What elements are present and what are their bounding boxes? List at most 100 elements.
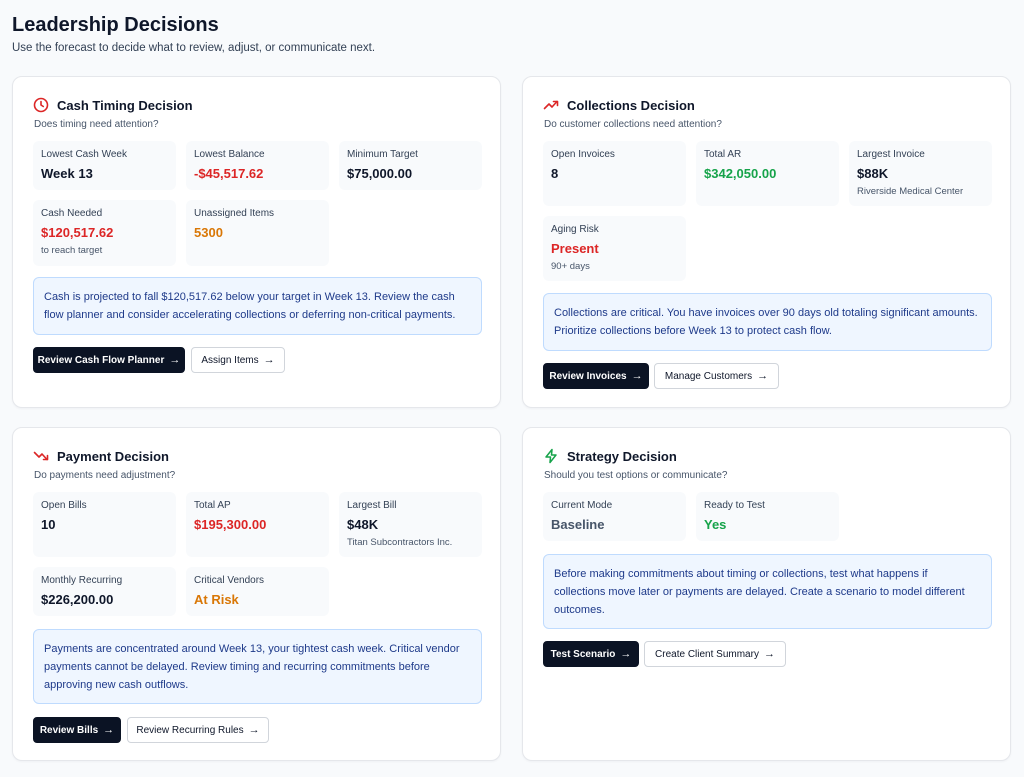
arrow-right-icon: →	[757, 369, 769, 382]
arrow-right-icon: →	[631, 369, 643, 382]
stat-label: Ready to Test	[704, 500, 765, 511]
button-label: Assign Items	[201, 354, 259, 366]
stat-value: $88K	[857, 166, 889, 181]
stat-value: 10	[41, 517, 56, 532]
stat-note: Riverside Medical Center	[857, 186, 964, 197]
stat-value: 8	[551, 166, 559, 181]
stat-value: $120,517.62	[41, 225, 114, 240]
button-label: Review Bills	[39, 724, 99, 736]
stat-open-bills: Open Bills 10	[33, 492, 176, 557]
stat-lowest-balance: Lowest Balance -$45,517.62	[186, 141, 329, 190]
stat-monthly-recurring: Monthly Recurring $226,200.00	[33, 567, 176, 616]
alert-message: Collections are critical. You have invoi…	[543, 293, 992, 351]
stat-value: $342,050.00	[704, 166, 777, 181]
card-title: Payment Decision	[57, 448, 169, 464]
stat-value: Baseline	[551, 517, 605, 532]
stat-critical-vendors: Critical Vendors At Risk	[186, 567, 329, 616]
test-scenario-button[interactable]: Test Scenario →	[543, 641, 639, 667]
arrow-right-icon: →	[103, 723, 115, 736]
stat-label: Open Invoices	[551, 149, 615, 160]
alert-message: Payments are concentrated around Week 13…	[33, 629, 482, 704]
stat-note: 90+ days	[551, 261, 590, 272]
card-title: Cash Timing Decision	[57, 97, 193, 113]
stat-value: $226,200.00	[41, 592, 114, 607]
stat-minimum-target: Minimum Target $75,000.00	[339, 141, 482, 190]
stat-label: Minimum Target	[347, 149, 418, 160]
review-recurring-rules-button[interactable]: Review Recurring Rules →	[127, 717, 269, 743]
stat-label: Monthly Recurring	[41, 575, 123, 586]
strategy-card: Strategy Decision Should you test option…	[522, 427, 1011, 761]
arrow-right-icon: →	[248, 723, 260, 736]
button-label: Test Scenario	[550, 648, 616, 660]
manage-customers-button[interactable]: Manage Customers →	[654, 363, 779, 389]
page-subtitle: Use the forecast to decide what to revie…	[12, 42, 376, 54]
button-label: Review Invoices	[549, 370, 627, 382]
card-subtitle: Should you test options or communicate?	[544, 470, 728, 481]
stat-label: Lowest Balance	[194, 149, 265, 160]
card-title: Strategy Decision	[567, 448, 677, 464]
stat-value: At Risk	[194, 592, 239, 607]
stat-total-ar: Total AR $342,050.00	[696, 141, 839, 206]
cash-timing-card: Cash Timing Decision Does timing need at…	[12, 76, 501, 408]
stat-largest-bill: Largest Bill $48K Titan Subcontractors I…	[339, 492, 482, 557]
stat-aging-risk: Aging Risk Present 90+ days	[543, 216, 686, 281]
stat-ready-to-test: Ready to Test Yes	[696, 492, 839, 541]
collections-card: Collections Decision Do customer collect…	[522, 76, 1011, 408]
stat-label: Critical Vendors	[194, 575, 265, 586]
card-header: Collections Decision	[543, 97, 695, 113]
button-label: Review Cash Flow Planner	[37, 354, 165, 366]
button-label: Review Recurring Rules	[136, 724, 244, 736]
page-title: Leadership Decisions	[12, 14, 219, 36]
clock-icon	[33, 97, 49, 113]
stat-label: Unassigned Items	[194, 208, 275, 219]
stat-label: Aging Risk	[551, 224, 599, 235]
arrow-right-icon: →	[763, 647, 775, 660]
stat-note: to reach target	[41, 245, 103, 256]
button-label: Create Client Summary	[655, 648, 759, 660]
stat-label: Current Mode	[551, 500, 613, 511]
stat-value: $75,000.00	[347, 166, 413, 181]
stat-largest-invoice: Largest Invoice $88K Riverside Medical C…	[849, 141, 992, 206]
review-cash-flow-planner-button[interactable]: Review Cash Flow Planner →	[33, 347, 185, 373]
stat-value: Week 13	[41, 166, 93, 181]
card-subtitle: Do customer collections need attention?	[544, 119, 722, 130]
review-bills-button[interactable]: Review Bills →	[33, 717, 121, 743]
stat-value: -$45,517.62	[194, 166, 264, 181]
card-header: Payment Decision	[33, 448, 169, 464]
stat-label: Largest Invoice	[857, 149, 925, 160]
stat-value: $48K	[347, 517, 379, 532]
stat-label: Cash Needed	[41, 208, 103, 219]
trending-up-icon	[543, 97, 559, 113]
card-subtitle: Do payments need adjustment?	[34, 470, 176, 481]
stat-lowest-cash-week: Lowest Cash Week Week 13	[33, 141, 176, 190]
stat-cash-needed: Cash Needed $120,517.62 to reach target	[33, 200, 176, 266]
stat-note: Titan Subcontractors Inc.	[347, 537, 453, 548]
stat-value: Yes	[704, 517, 727, 532]
review-invoices-button[interactable]: Review Invoices →	[543, 363, 649, 389]
stat-value: 5300	[194, 225, 223, 240]
arrow-right-icon: →	[620, 647, 632, 660]
stat-unassigned-items: Unassigned Items 5300	[186, 200, 329, 266]
stat-label: Largest Bill	[347, 500, 397, 511]
create-client-summary-button[interactable]: Create Client Summary →	[644, 641, 786, 667]
card-title: Collections Decision	[567, 97, 695, 113]
stat-label: Total AR	[704, 149, 742, 160]
stat-value: $195,300.00	[194, 517, 267, 532]
button-label: Manage Customers	[664, 370, 753, 382]
card-header: Cash Timing Decision	[33, 97, 193, 113]
stat-current-mode: Current Mode Baseline	[543, 492, 686, 541]
arrow-right-icon: →	[169, 353, 181, 366]
assign-items-button[interactable]: Assign Items →	[191, 347, 285, 373]
alert-message: Before making commitments about timing o…	[543, 554, 992, 629]
lightning-bolt-icon	[543, 448, 559, 464]
stat-label: Lowest Cash Week	[41, 149, 127, 160]
trending-down-icon	[33, 448, 49, 464]
stat-open-invoices: Open Invoices 8	[543, 141, 686, 206]
alert-message: Cash is projected to fall $120,517.62 be…	[33, 277, 482, 335]
stat-value: Present	[551, 241, 599, 256]
stat-label: Total AP	[194, 500, 231, 511]
card-header: Strategy Decision	[543, 448, 677, 464]
card-subtitle: Does timing need attention?	[34, 119, 159, 130]
stat-label: Open Bills	[41, 500, 87, 511]
arrow-right-icon: →	[263, 353, 275, 366]
